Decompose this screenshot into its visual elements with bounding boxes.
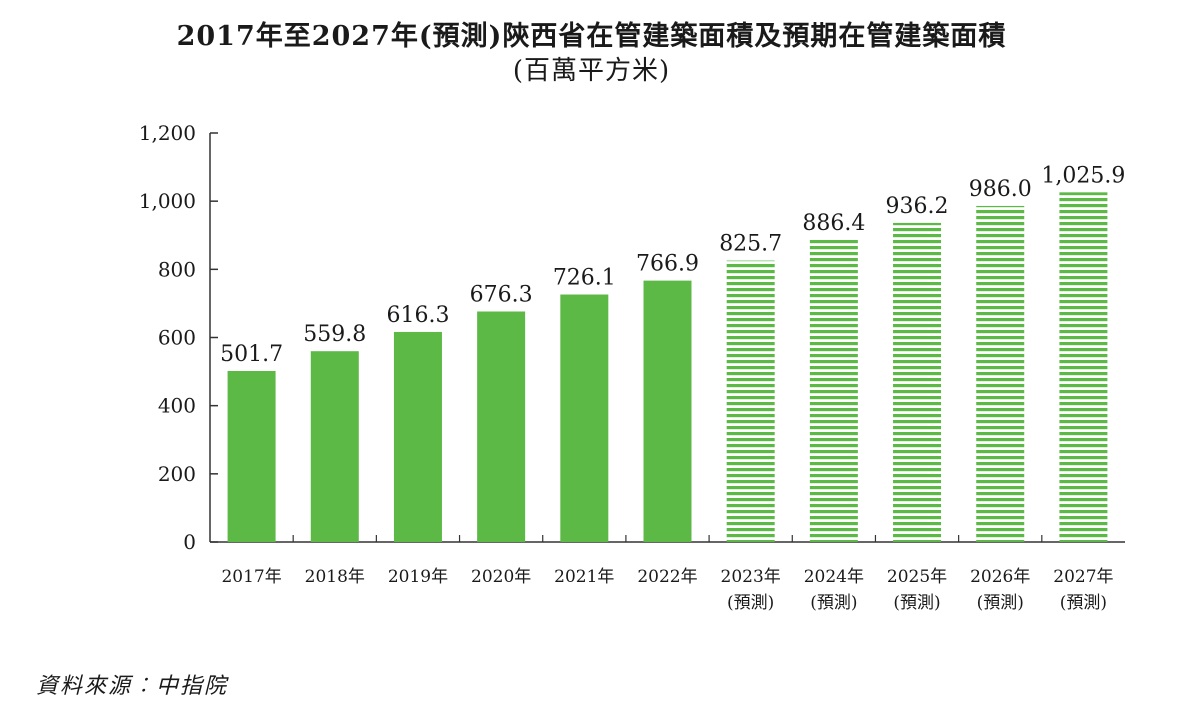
forecast-bar — [976, 205, 1025, 542]
x-tick-label: 2024年 — [804, 567, 864, 587]
bar — [227, 371, 276, 542]
x-tick-label: 2022年 — [637, 567, 697, 587]
x-tick-sublabel: (預測) — [727, 593, 774, 613]
x-tick-sublabel: (預測) — [810, 593, 857, 613]
chart-subtitle: (百萬平方米) — [512, 56, 671, 86]
x-tick-label: 2023年 — [721, 567, 781, 587]
y-tick-label: 400 — [158, 394, 196, 418]
x-tick-label: 2026年 — [970, 567, 1030, 587]
x-tick-label: 2020年 — [471, 567, 531, 587]
bar — [643, 280, 692, 542]
forecast-bar — [809, 239, 858, 543]
bar-value-label: 726.1 — [553, 266, 616, 291]
bar-value-label: 825.7 — [719, 232, 782, 257]
bar — [310, 351, 359, 542]
bar-value-label: 766.9 — [636, 252, 699, 277]
x-tick-sublabel: (預測) — [893, 593, 940, 613]
bar-value-label: 936.2 — [886, 194, 949, 219]
y-tick-label: 600 — [158, 326, 196, 350]
x-tick-label: 2021年 — [554, 567, 614, 587]
bar — [560, 294, 609, 542]
y-tick-label: 800 — [158, 257, 196, 281]
y-tick-label: 1,000 — [139, 189, 196, 213]
x-tick-label: 2027年 — [1053, 567, 1113, 587]
x-tick-label: 2025年 — [887, 567, 947, 587]
y-tick-label: 1,200 — [139, 121, 196, 145]
x-tick-sublabel: (預測) — [1060, 593, 1107, 613]
forecast-bar — [726, 260, 775, 542]
bar-value-label: 616.3 — [386, 303, 449, 328]
bar-value-label: 886.4 — [802, 211, 865, 236]
forecast-bar — [1059, 192, 1108, 542]
forecast-bar — [893, 222, 942, 542]
chart-title: 2017年至2027年(預測)陝西省在管建築面積及預期在管建築面積 — [176, 21, 1007, 52]
bar-value-label: 501.7 — [220, 342, 283, 367]
bar-value-label: 986.0 — [969, 177, 1032, 202]
bar-value-label: 1,025.9 — [1041, 163, 1125, 188]
x-tick-label: 2019年 — [388, 567, 448, 587]
y-tick-label: 200 — [158, 462, 196, 486]
x-tick-label: 2018年 — [305, 567, 365, 587]
x-tick-label: 2017年 — [221, 567, 281, 587]
bar-value-label: 676.3 — [470, 282, 533, 307]
bar-value-label: 559.8 — [303, 322, 366, 347]
bar — [477, 311, 526, 542]
source-note: 資料來源︰中指院 — [36, 674, 229, 699]
x-tick-sublabel: (預測) — [977, 593, 1024, 613]
y-tick-label: 0 — [183, 530, 196, 554]
bar — [393, 331, 442, 542]
